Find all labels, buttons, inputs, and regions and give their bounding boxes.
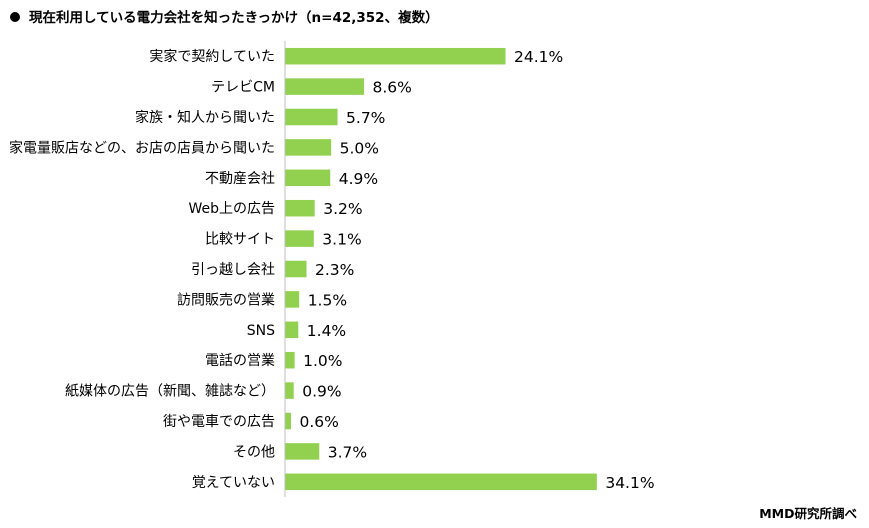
bar bbox=[285, 169, 331, 187]
category-label: 実家で契約していた bbox=[149, 48, 275, 65]
bar bbox=[285, 108, 338, 126]
bar bbox=[285, 199, 315, 217]
data-label: 1.0% bbox=[303, 352, 342, 370]
bullet-icon bbox=[10, 12, 20, 22]
category-label: 訪問販売の営業 bbox=[177, 292, 275, 308]
bar bbox=[285, 382, 294, 399]
bar bbox=[285, 291, 300, 308]
bar bbox=[285, 473, 597, 491]
data-label: 8.6% bbox=[373, 79, 412, 97]
chart-title-text: 現在利用している電力会社を知ったきっかけ（n=42,352、複数） bbox=[29, 10, 439, 26]
category-label: SNS bbox=[247, 323, 275, 339]
data-label: 24.1% bbox=[514, 48, 563, 66]
bar bbox=[285, 443, 320, 460]
category-label: 家族・知人から聞いた bbox=[135, 109, 275, 126]
bar bbox=[285, 78, 365, 95]
data-label: 2.3% bbox=[315, 261, 354, 279]
category-label: その他 bbox=[233, 444, 275, 460]
bar bbox=[285, 412, 291, 430]
category-label: 家電量販店などの、お店の店員から聞いた bbox=[9, 139, 275, 156]
data-label: 1.5% bbox=[308, 291, 347, 309]
category-label: Web上の広告 bbox=[188, 201, 275, 217]
category-label: 覚えていない bbox=[192, 475, 275, 491]
data-label: 3.1% bbox=[322, 231, 361, 249]
data-label: 4.9% bbox=[339, 170, 378, 188]
bar bbox=[285, 260, 307, 278]
data-label: 3.7% bbox=[328, 443, 367, 461]
data-label: 5.0% bbox=[340, 139, 379, 157]
chart-title: 現在利用している電力会社を知ったきっかけ（n=42,352、複数） bbox=[10, 6, 439, 26]
bar bbox=[285, 351, 295, 369]
data-label: 1.4% bbox=[307, 322, 346, 340]
category-label: 不動産会社 bbox=[205, 171, 275, 187]
data-label: 5.7% bbox=[346, 109, 385, 127]
category-label: テレビCM bbox=[211, 80, 275, 96]
bar bbox=[285, 47, 506, 65]
bar bbox=[285, 230, 314, 247]
category-label: 紙媒体の広告（新聞、雑誌など） bbox=[65, 384, 275, 400]
category-label: 街や電車での広告 bbox=[163, 413, 275, 430]
source-note: MMD研究所調べ bbox=[759, 506, 857, 521]
data-label: 0.9% bbox=[302, 383, 341, 401]
data-label: 0.6% bbox=[299, 413, 338, 431]
category-label: 引っ越し会社 bbox=[191, 262, 275, 278]
category-label: 比較サイト bbox=[205, 232, 275, 248]
category-label: 電話の営業 bbox=[205, 352, 275, 369]
data-label: 3.2% bbox=[323, 200, 362, 218]
data-label: 34.1% bbox=[605, 474, 654, 492]
bar bbox=[285, 139, 332, 156]
bar bbox=[285, 321, 299, 339]
